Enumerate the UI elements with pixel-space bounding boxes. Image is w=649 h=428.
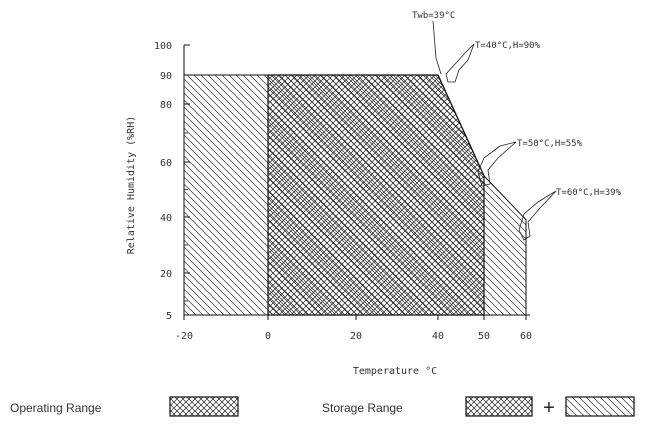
x-tick-label: 0 [265,331,271,342]
y-tick-label: 90 [160,71,172,82]
y-axis-title: Relative Humidity (%RH) [126,116,137,254]
annotation-40-callout [445,43,475,83]
annotation-50-callout [477,141,517,187]
x-tick-label: 60 [520,331,532,342]
annotation-50: T=50°C,H=55% [517,139,583,149]
y-tick-label: 100 [154,41,172,52]
x-tick-label: 40 [432,331,444,342]
y-tick-label: 60 [160,158,172,169]
annotation-twb: Twb=39°C [412,11,455,21]
y-tick-label: 5 [166,311,172,322]
y-ticks: 5 20 40 60 80 90 100 [154,41,190,322]
x-tick-label: 20 [350,331,362,342]
x-tick-label: 50 [478,331,490,342]
legend: Operating Range Storage Range + [10,396,635,419]
legend-operating-label: Operating Range [10,401,102,415]
y-tick-label: 20 [160,269,172,280]
annotation-twb-leader [432,20,442,75]
legend-operating-swatch [169,396,239,417]
annotation-40: T=40°C,H=90% [475,41,541,51]
x-axis-title: Temperature °C [353,366,437,377]
annotations: Twb=39°C T=40°C,H=90% T=50°C,H=55% T=60°… [412,11,622,241]
x-ticks: -20 0 20 40 50 60 [175,315,532,342]
operating-range-area [267,74,485,316]
legend-storage-swatch-cross [465,396,533,417]
legend-plus-sign: + [543,397,555,419]
y-tick-label: 80 [160,100,172,111]
y-tick-label: 40 [160,213,172,224]
legend-storage-label: Storage Range [322,401,403,415]
x-tick-label: -20 [175,331,193,342]
axes [183,45,530,316]
annotation-60: T=60°C,H=39% [556,188,622,198]
legend-storage-swatch-diagonal [565,396,635,417]
plot-areas [183,74,527,316]
annotation-60-callout [518,190,557,241]
